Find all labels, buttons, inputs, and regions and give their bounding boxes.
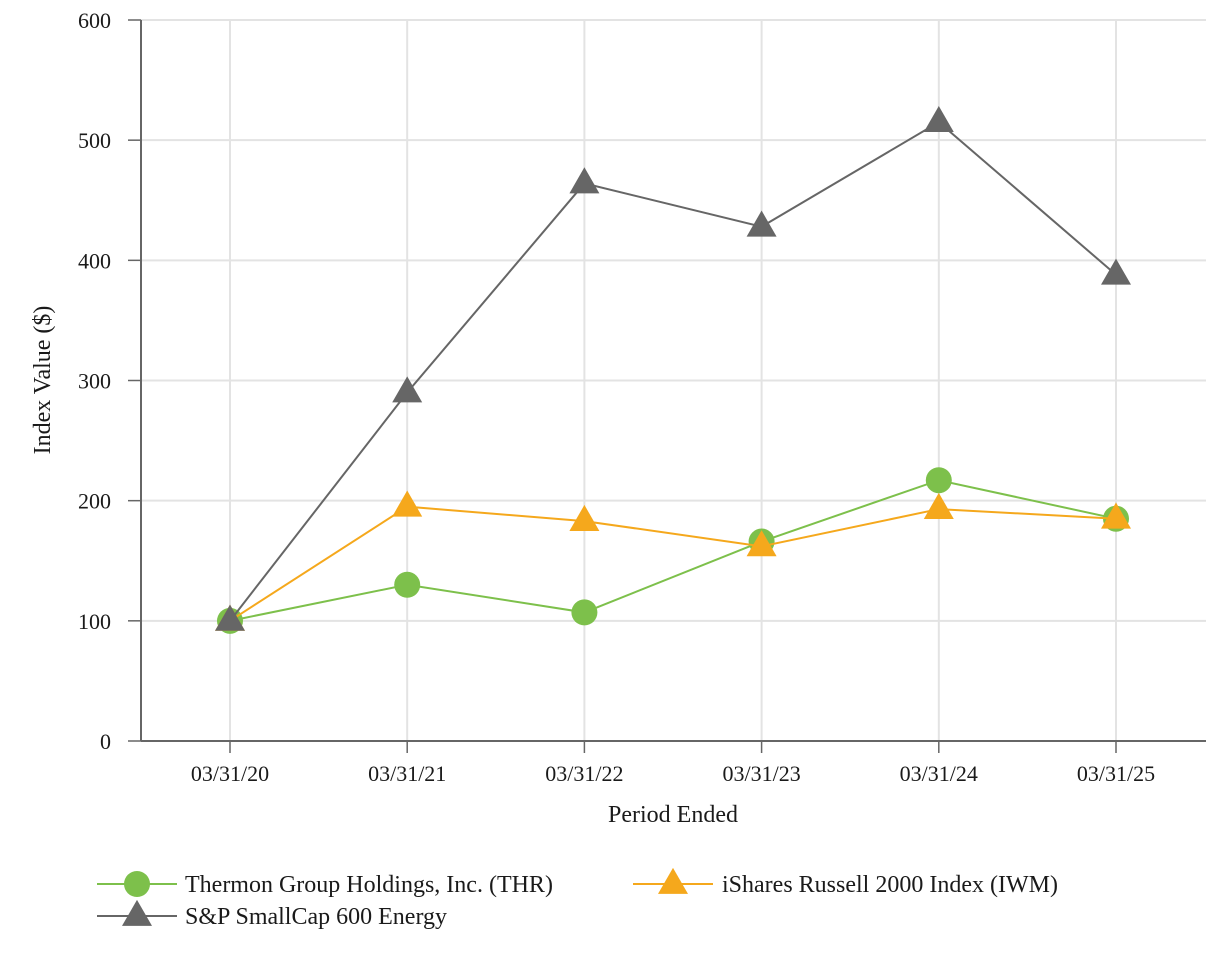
series-line — [229, 505, 1117, 622]
legend-item-3: S&P SmallCap 600 Energy — [97, 899, 447, 930]
grid-lines — [141, 19, 1206, 741]
legend-marker — [122, 899, 152, 926]
x-axis-title: Period Ended — [608, 802, 738, 828]
data-point — [392, 490, 423, 517]
data-point — [1101, 258, 1131, 285]
data-point — [569, 167, 600, 194]
series-1 — [217, 467, 1129, 634]
x-tick-label: 03/31/21 — [368, 761, 446, 786]
x-tick-label: 03/31/24 — [900, 761, 978, 786]
series-group — [215, 105, 1131, 634]
y-axis-title: Index Value ($) — [30, 306, 56, 455]
legend: Thermon Group Holdings, Inc. (THR) iShare… — [97, 867, 1058, 930]
series-line — [229, 479, 1117, 622]
data-point — [571, 599, 598, 626]
series-3 — [215, 105, 1131, 631]
data-point — [746, 210, 777, 237]
data-point — [392, 376, 423, 403]
data-point — [215, 604, 245, 631]
data-point — [925, 467, 952, 494]
series-2 — [215, 490, 1131, 631]
legend-label: iShares Russell 2000 Index (IWM) — [722, 872, 1058, 898]
legend-item-1: Thermon Group Holdings, Inc. (THR) — [97, 871, 553, 898]
legend-marker — [124, 871, 150, 897]
legend-label: S&P SmallCap 600 Energy — [185, 904, 447, 930]
data-point — [1101, 502, 1131, 529]
series-line — [229, 120, 1117, 622]
data-point — [923, 105, 954, 133]
y-axis-ticks: 0 100 200 300 400 500 600 — [78, 8, 141, 754]
data-point — [569, 504, 600, 532]
y-tick-label: 600 — [78, 8, 111, 33]
legend-label: Thermon Group Holdings, Inc. (THR) — [185, 872, 553, 898]
x-tick-label: 03/31/20 — [191, 761, 269, 786]
x-tick-label: 03/31/25 — [1077, 761, 1155, 786]
data-point — [746, 530, 777, 557]
y-tick-label: 400 — [78, 248, 111, 273]
x-tick-label: 03/31/23 — [722, 761, 800, 786]
legend-marker — [658, 867, 688, 894]
y-tick-label: 100 — [78, 609, 111, 634]
legend-item-2: iShares Russell 2000 Index (IWM) — [633, 867, 1058, 898]
y-tick-label: 0 — [100, 729, 111, 754]
y-tick-label: 200 — [78, 489, 111, 514]
y-tick-label: 500 — [78, 128, 111, 153]
y-tick-label: 300 — [78, 369, 111, 394]
x-axis-ticks: 03/31/20 03/31/21 03/31/22 03/31/23 03/31/24… — [191, 741, 1155, 786]
x-tick-label: 03/31/22 — [545, 761, 623, 786]
data-point — [923, 492, 954, 519]
data-point — [394, 571, 421, 598]
